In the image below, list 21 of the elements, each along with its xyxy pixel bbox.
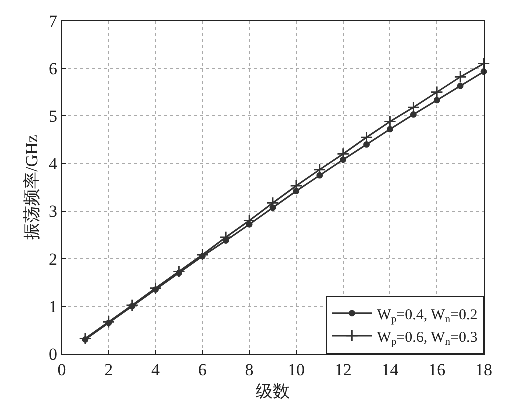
legend-label: W$_{p}$=0.4, W$_{n}$=0.2 bbox=[377, 307, 478, 326]
x-tick-label: 18 bbox=[476, 360, 492, 380]
y-tick-label: 1 bbox=[49, 297, 58, 316]
x-tick-label: 12 bbox=[334, 360, 352, 380]
x-tick-label: 4 bbox=[152, 360, 161, 380]
x-axis-title: 级数 bbox=[256, 382, 290, 401]
y-tick-label: 2 bbox=[49, 250, 58, 269]
x-tick-label: 8 bbox=[245, 360, 254, 380]
x-tick-label: 2 bbox=[104, 360, 114, 380]
legend-label: W$_{p}$=0.6, W$_{n}$=0.3 bbox=[377, 330, 478, 348]
y-tick-label: 0 bbox=[49, 344, 58, 364]
y-tick-label: 6 bbox=[49, 60, 58, 79]
y-tick-label: 3 bbox=[49, 202, 58, 222]
y-tick-label: 4 bbox=[49, 154, 58, 174]
y-axis-title: 振荡频率/GHz bbox=[22, 134, 42, 240]
y-tick-label: 7 bbox=[49, 12, 58, 31]
x-tick-label: 10 bbox=[288, 360, 305, 380]
x-tick-label: 14 bbox=[382, 360, 400, 380]
y-tick-label: 5 bbox=[49, 107, 58, 126]
x-tick-label: 16 bbox=[428, 360, 446, 380]
x-tick-label: 6 bbox=[198, 360, 207, 380]
